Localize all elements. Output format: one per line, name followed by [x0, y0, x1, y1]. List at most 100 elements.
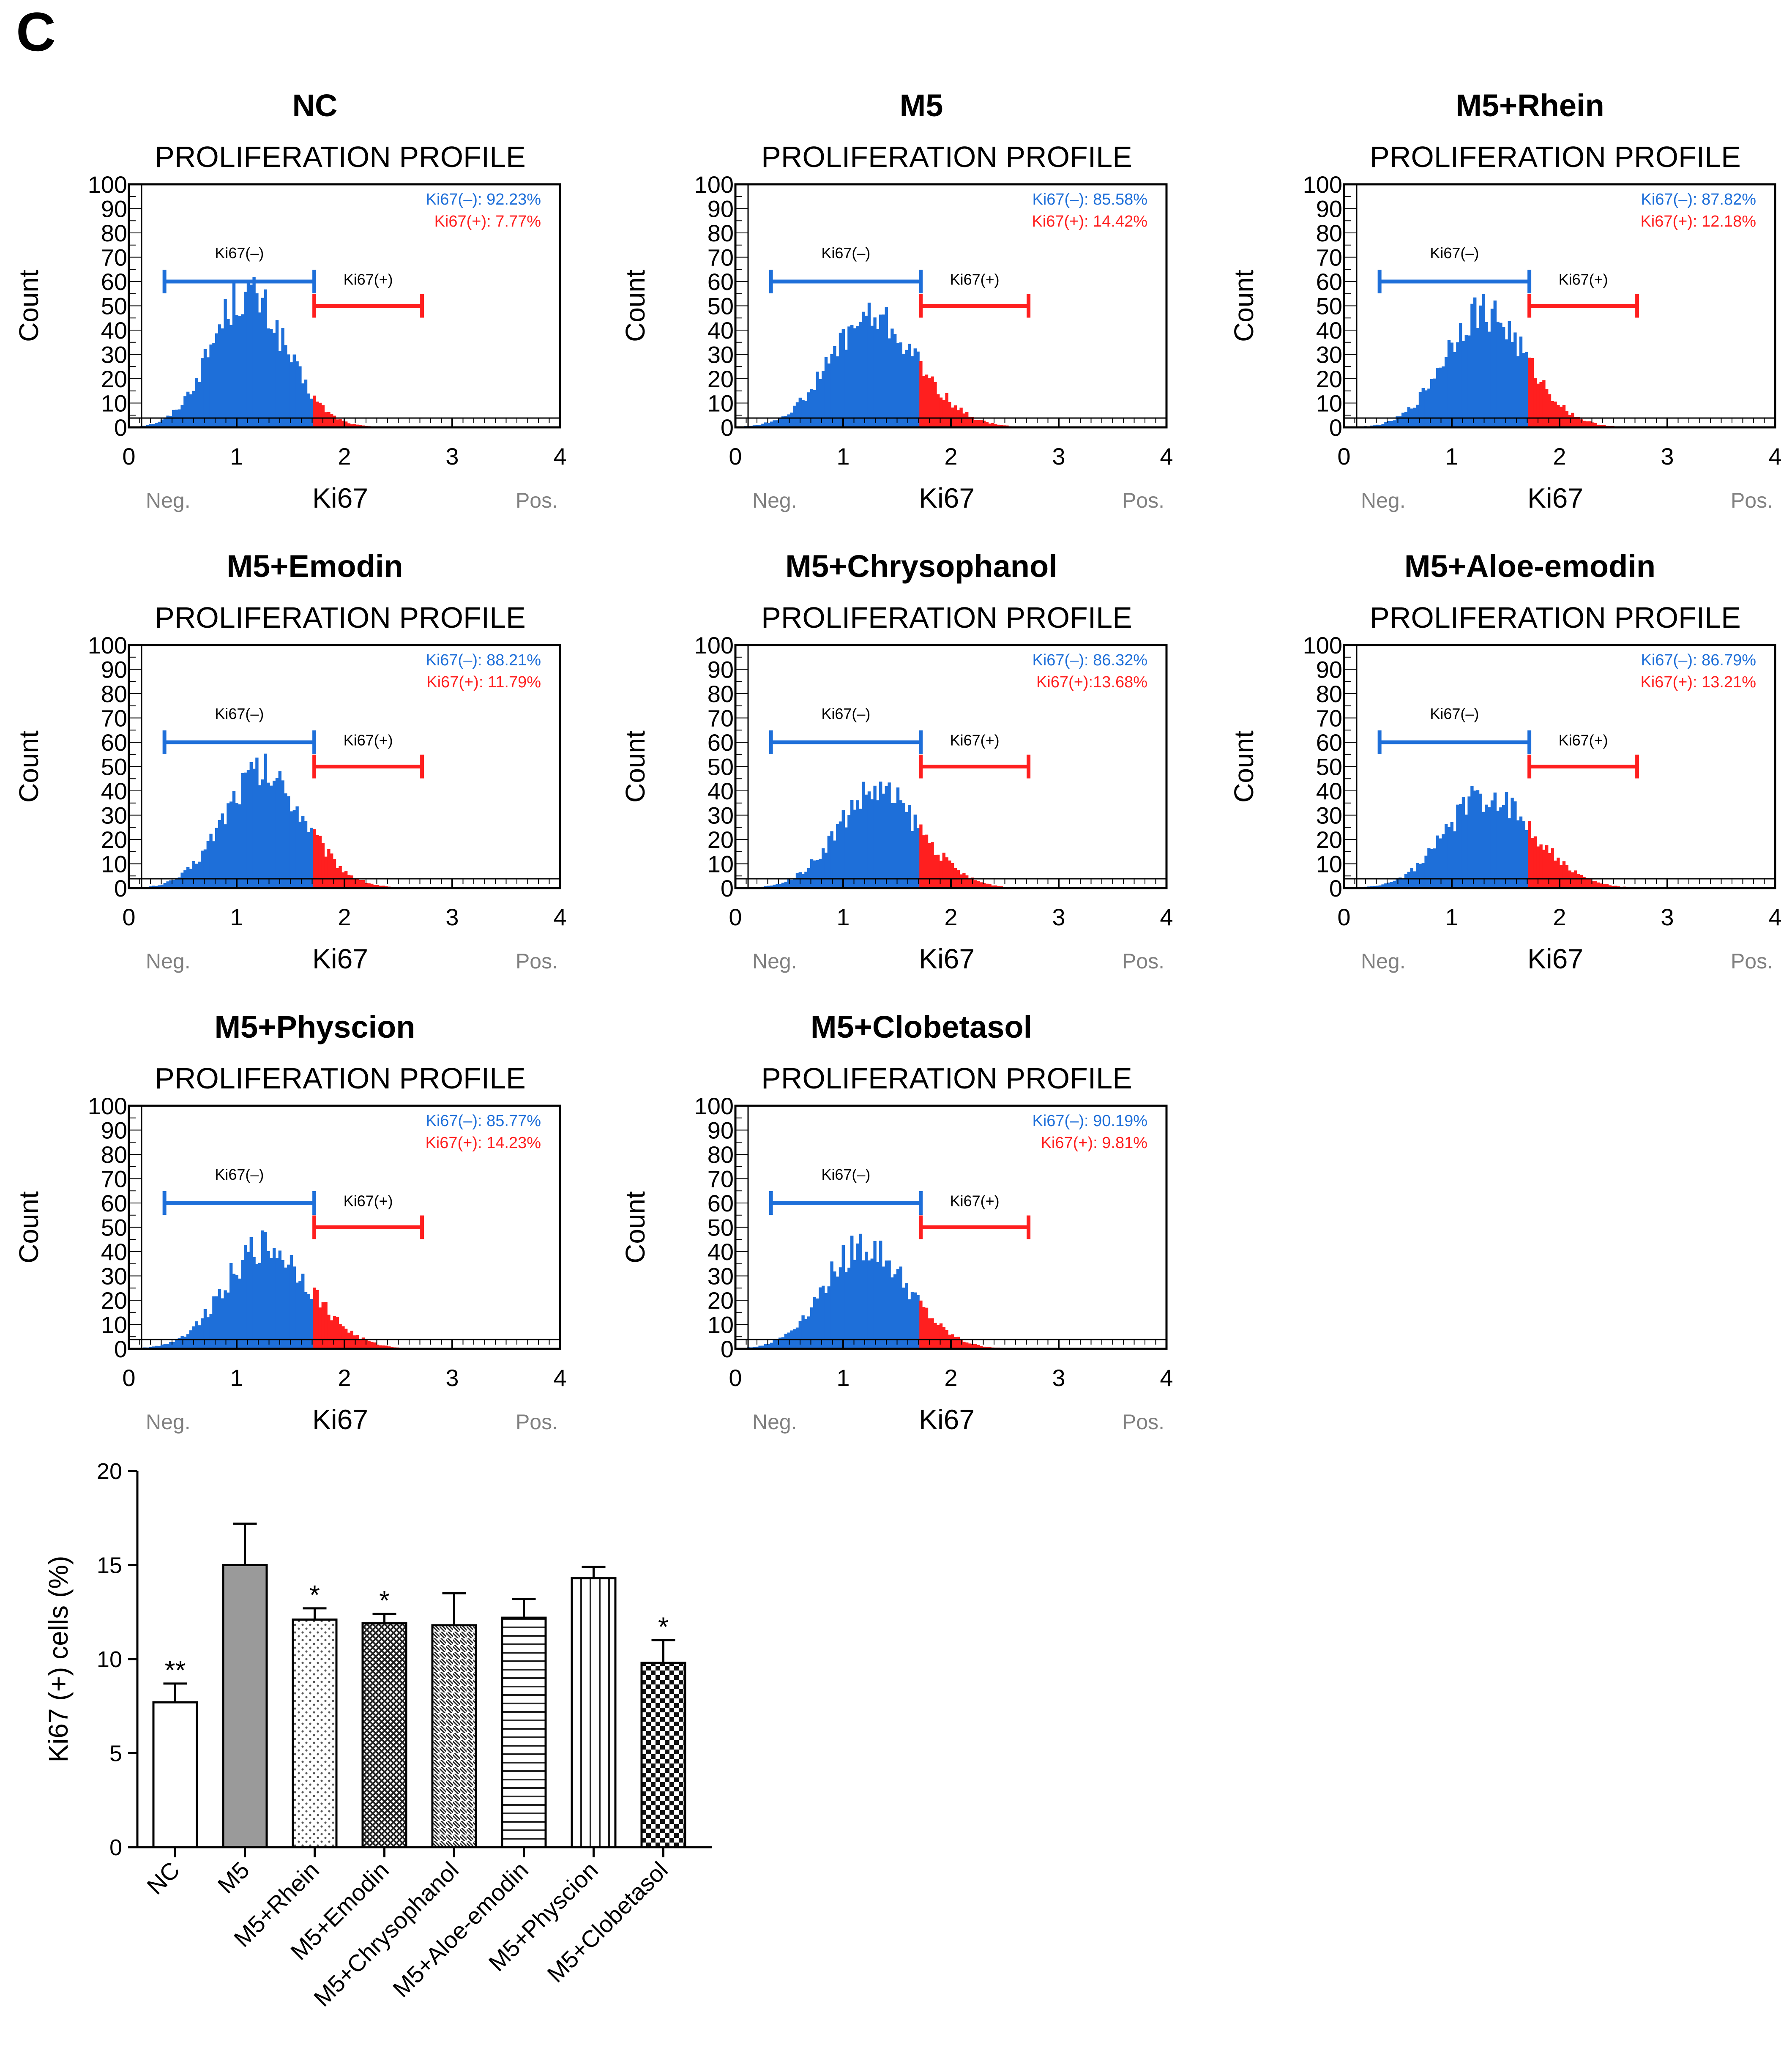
histogram-bin — [1404, 412, 1408, 427]
histogram-bin — [350, 424, 353, 427]
histogram-bin — [893, 334, 897, 427]
histogram-bin — [781, 416, 785, 427]
y-tick-label: 70 — [1316, 244, 1342, 271]
histogram-bin — [1445, 357, 1448, 427]
histogram-bin — [270, 1258, 273, 1349]
histogram-bin — [937, 394, 940, 427]
histogram-bin — [318, 1307, 322, 1349]
histogram-bin — [307, 393, 310, 427]
histogram-bin — [298, 821, 302, 888]
histogram-bin — [876, 1262, 880, 1349]
histogram-bin — [810, 389, 814, 427]
y-tick-label: 40 — [1316, 778, 1342, 804]
histogram-bin — [341, 1326, 345, 1349]
histogram-bin — [962, 873, 966, 888]
histogram-bin — [819, 1287, 822, 1349]
histogram-bin — [292, 810, 296, 888]
histogram-bin — [1582, 877, 1586, 888]
histogram-bin — [1496, 322, 1500, 427]
pos-gate-label: Ki67(+) — [344, 732, 393, 749]
pos-stat: Ki67(+): 12.18% — [1640, 213, 1756, 230]
histogram-bin — [1597, 424, 1600, 427]
y-tick-label: 10 — [97, 1647, 122, 1672]
histogram-bin — [795, 1327, 799, 1349]
y-tick-label: 90 — [1316, 196, 1342, 222]
histogram-bin — [229, 325, 233, 427]
histogram-title: M5+Physcion — [214, 1010, 415, 1044]
histogram-panel-m5-emodin: M5+Emodin PROLIFERATION PROFILE 0 1 2 3 4 0 10 20… — [8, 550, 600, 1006]
pos-label: Pos. — [1731, 489, 1773, 512]
histogram-title: M5 — [900, 89, 943, 123]
histogram-bin — [1447, 827, 1451, 888]
histogram-bin — [1600, 425, 1603, 427]
pos-stat: Ki67(+): 9.81% — [1041, 1134, 1147, 1152]
y-axis-label: Count — [620, 730, 650, 803]
histogram-bin — [152, 886, 155, 888]
histogram-bin — [867, 302, 871, 427]
histogram-bin — [344, 421, 348, 427]
histogram-bin — [1467, 335, 1471, 427]
neg-gate-label: Ki67(–) — [821, 244, 870, 262]
pos-gate-label: Ki67(+) — [950, 1192, 1000, 1210]
histogram-bin — [1557, 857, 1560, 888]
y-tick-label: 100 — [694, 171, 734, 198]
histogram-bin — [192, 1326, 195, 1349]
histogram-bin — [212, 841, 216, 888]
x-tick-label: 2 — [944, 1364, 957, 1391]
histogram-bin — [183, 1337, 187, 1349]
histogram-bin — [896, 343, 900, 427]
y-tick-label: 70 — [101, 1166, 127, 1192]
histogram-bin — [356, 424, 359, 427]
histogram-bin — [1407, 407, 1410, 427]
histogram-bin — [787, 414, 790, 427]
histogram-bin — [1436, 835, 1439, 888]
histogram-bin — [859, 322, 862, 427]
pos-label: Pos. — [1122, 1410, 1164, 1434]
histogram-panel-m5: M5 PROLIFERATION PROFILE 0 1 2 3 4 0 10 20 30 40 50 6… — [615, 89, 1207, 545]
y-tick-label: 50 — [1316, 293, 1342, 320]
histogram-bin — [361, 1337, 365, 1349]
histogram-bin — [833, 346, 836, 427]
histogram-bin — [965, 875, 969, 888]
neg-label: Neg. — [146, 1410, 191, 1434]
histogram-bin — [301, 383, 305, 427]
histogram-bin — [195, 1321, 198, 1349]
histogram-bin — [227, 1292, 230, 1349]
histogram-bin — [767, 423, 770, 427]
histogram-bin — [942, 399, 945, 427]
y-tick-label: 70 — [708, 1166, 734, 1192]
histogram-bin — [922, 835, 926, 888]
x-tick-label: 2 — [338, 443, 351, 470]
histogram-bin — [779, 884, 782, 888]
histogram-bin — [327, 412, 331, 427]
histogram-bin — [934, 855, 937, 888]
histogram-bin — [215, 333, 219, 427]
histogram-bin — [1396, 416, 1399, 427]
x-tick-label: 4 — [1160, 1364, 1173, 1391]
histogram-bin — [270, 329, 273, 427]
histogram-bin — [1533, 378, 1537, 427]
histogram-bin — [1378, 885, 1382, 888]
x-tick-label: 1 — [1445, 904, 1458, 930]
neg-gate-label: Ki67(–) — [215, 705, 264, 722]
histogram-bin — [953, 868, 957, 888]
histogram-bin — [275, 320, 279, 427]
y-tick-label: 80 — [708, 1141, 734, 1168]
y-tick-label: 70 — [708, 705, 734, 732]
histogram-bin — [1568, 415, 1571, 427]
histogram-bin — [201, 1318, 204, 1349]
histogram-bin — [227, 319, 230, 427]
histogram-bin — [1554, 860, 1557, 888]
histogram-bin — [316, 1290, 319, 1349]
histogram-bin — [888, 782, 891, 888]
histogram-bin — [896, 1269, 900, 1349]
x-tick-label: 1 — [230, 904, 243, 930]
histogram-bin — [261, 1230, 265, 1349]
histogram-subtitle: PROLIFERATION PROFILE — [1370, 140, 1741, 173]
histogram-bin — [885, 786, 888, 888]
x-tick-label: 4 — [553, 1364, 566, 1391]
histogram-bin — [793, 879, 796, 888]
histogram-bin — [307, 1294, 310, 1349]
